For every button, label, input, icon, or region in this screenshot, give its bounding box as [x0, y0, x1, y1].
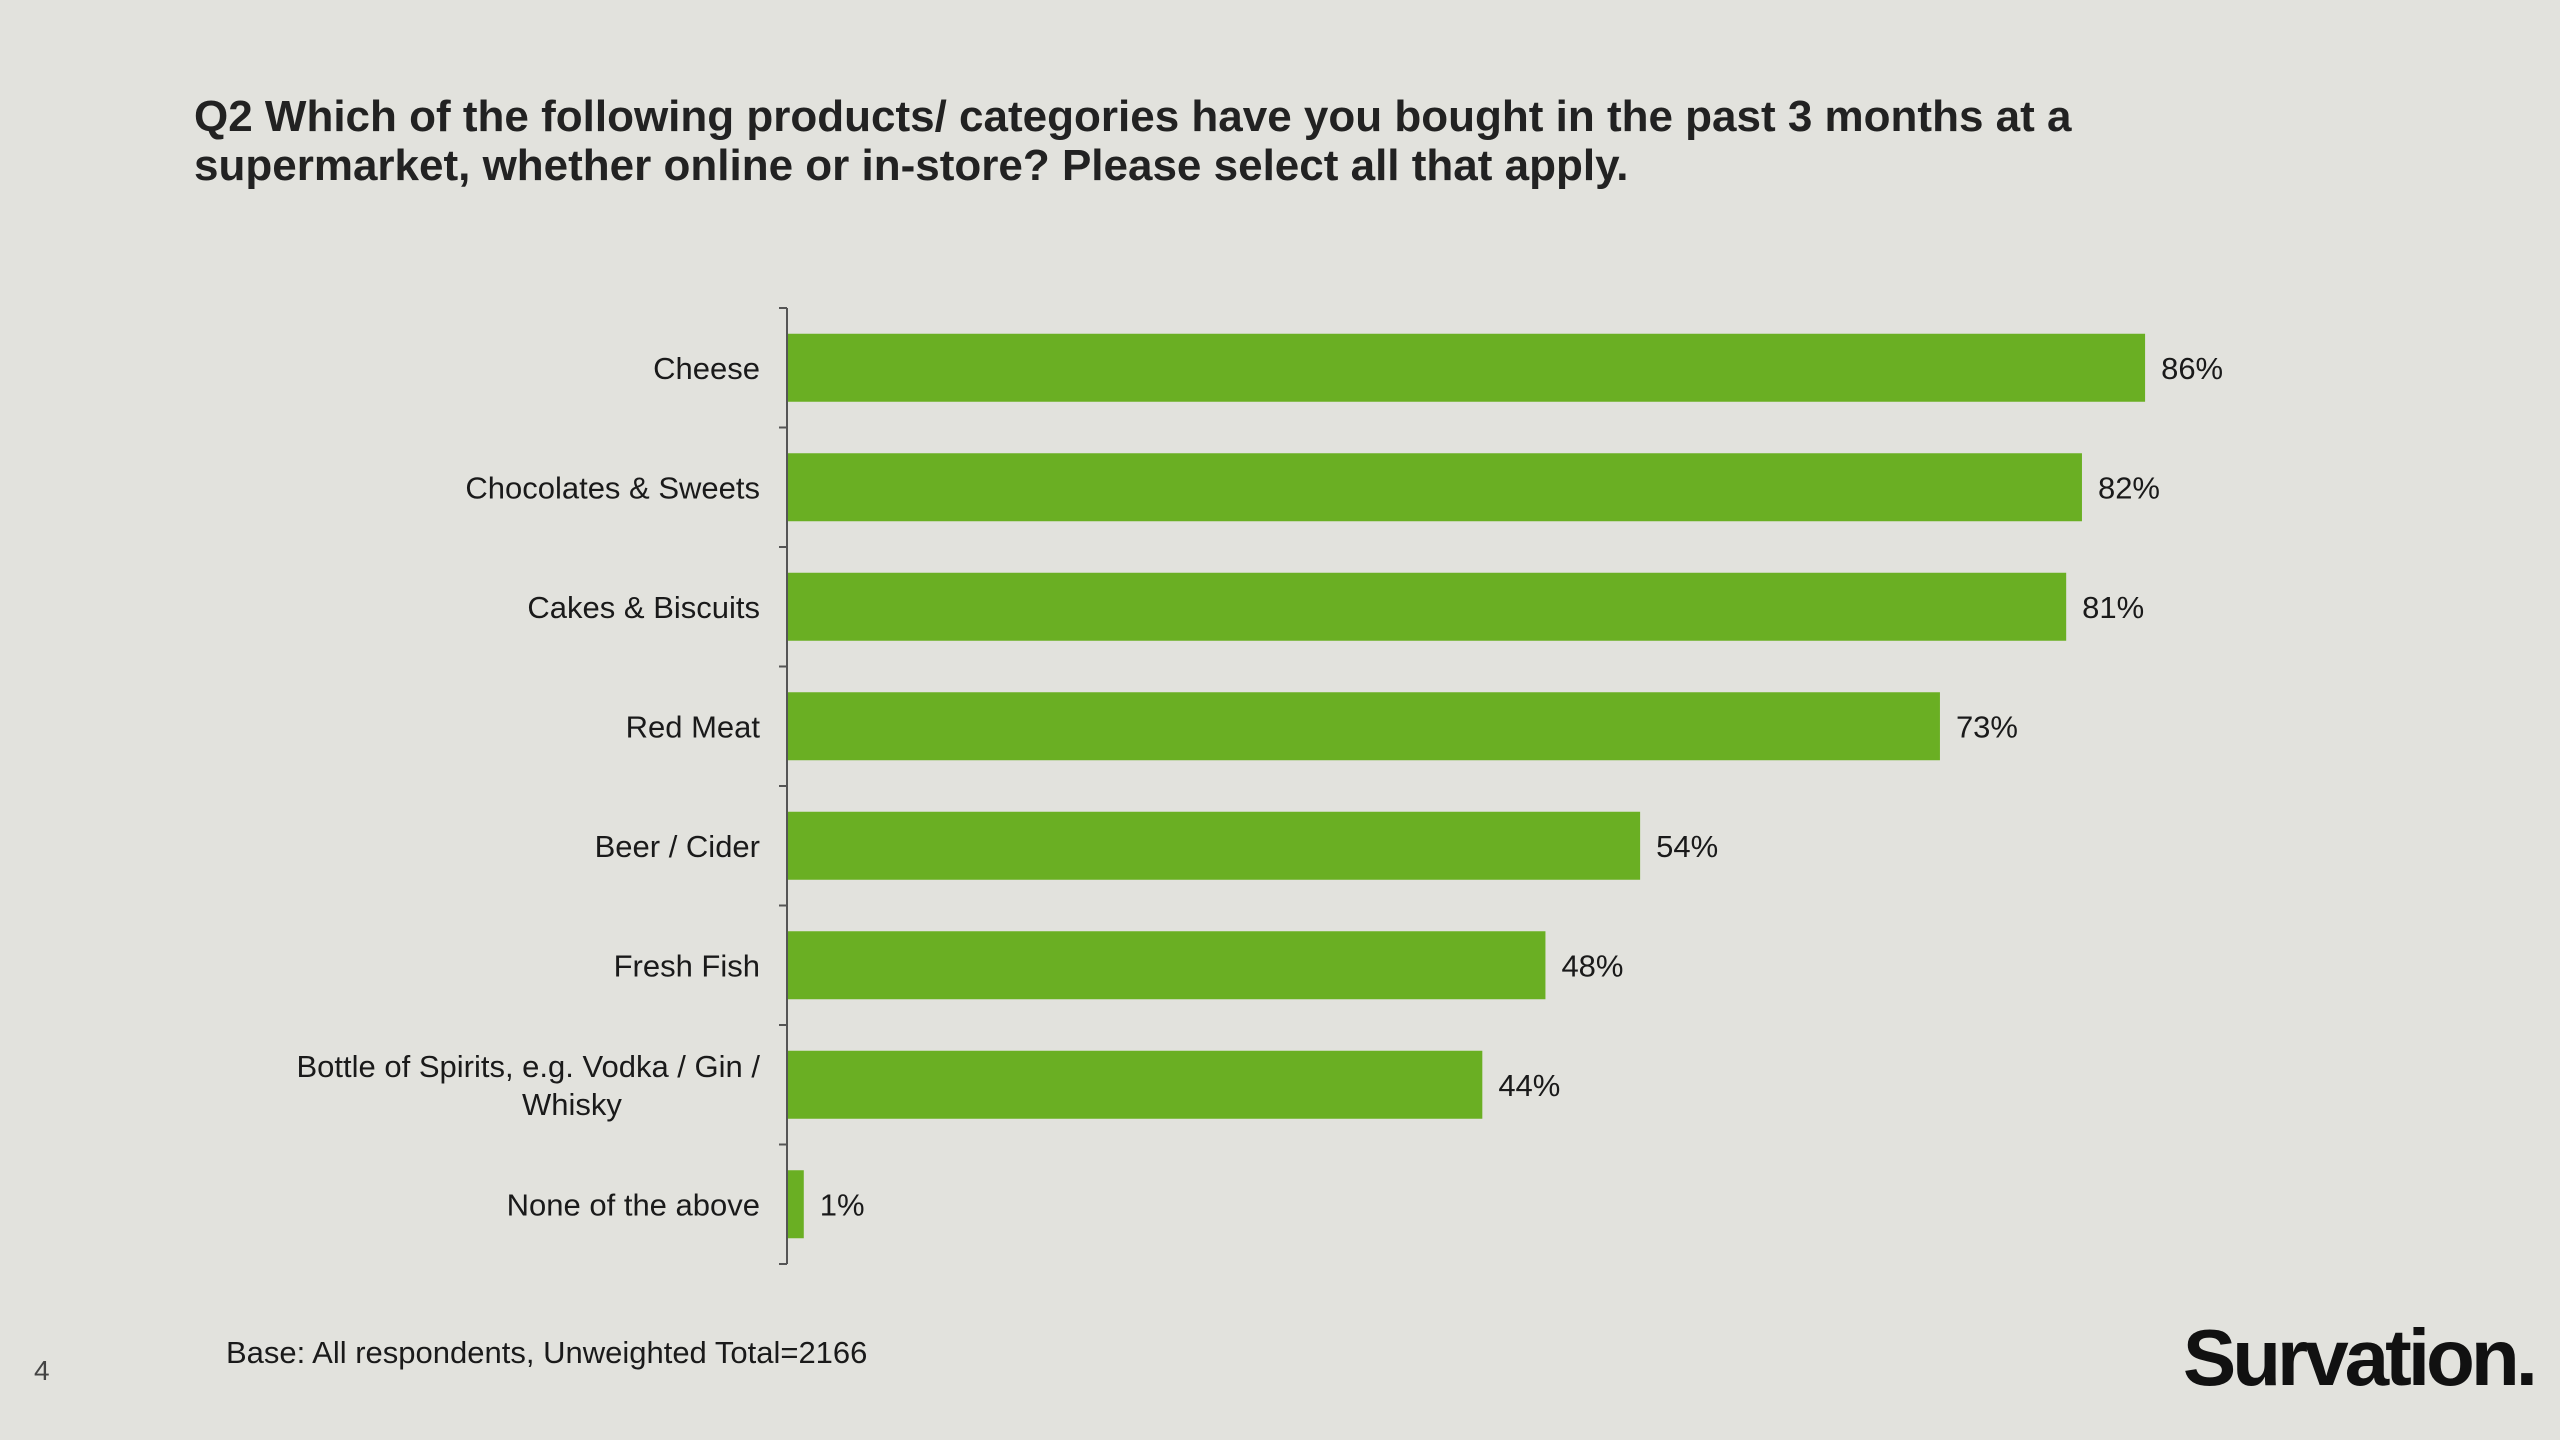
- value-label: 82%: [2098, 470, 2160, 505]
- bar: [788, 1170, 804, 1239]
- category-label: Cakes & Biscuits: [527, 590, 760, 625]
- value-label: 48%: [1561, 948, 1623, 983]
- category-label: Red Meat: [626, 709, 761, 744]
- value-label: 81%: [2082, 590, 2144, 625]
- value-label: 73%: [1956, 709, 2018, 744]
- value-label: 54%: [1656, 829, 1718, 864]
- bar: [788, 333, 2146, 402]
- bar: [788, 1050, 1483, 1119]
- survation-logo: Survation.: [2182, 1313, 2538, 1402]
- category-axis: [779, 307, 788, 1265]
- page-number: 4: [34, 1355, 50, 1386]
- category-label: Bottle of Spirits, e.g. Vodka / Gin / Whi…: [296, 1049, 760, 1122]
- value-label: 86%: [2161, 351, 2223, 386]
- category-label: Fresh Fish: [614, 948, 760, 983]
- bar: [788, 572, 2067, 641]
- value-label: 44%: [1498, 1068, 1560, 1103]
- value-label: 1%: [820, 1187, 865, 1222]
- base-footnote: Base: All respondents, Unweighted Total=…: [226, 1335, 868, 1370]
- bar: [788, 453, 2082, 522]
- bars-group: [788, 333, 2146, 1239]
- bar: [788, 931, 1546, 1000]
- category-labels-group: Cheese Chocolates & Sweets Cakes & Biscuit…: [296, 351, 760, 1223]
- slide-title: Q2 Which of the following products/ cate…: [194, 92, 2072, 190]
- category-label: None of the above: [507, 1187, 760, 1222]
- bar: [788, 811, 1641, 880]
- value-labels-group: 86% 82% 81% 73% 54% 48% 44% 1%: [820, 351, 2223, 1223]
- bar: [788, 692, 1940, 761]
- category-label: Beer / Cider: [595, 829, 760, 864]
- category-label: Chocolates & Sweets: [465, 470, 760, 505]
- category-label: Cheese: [653, 351, 760, 386]
